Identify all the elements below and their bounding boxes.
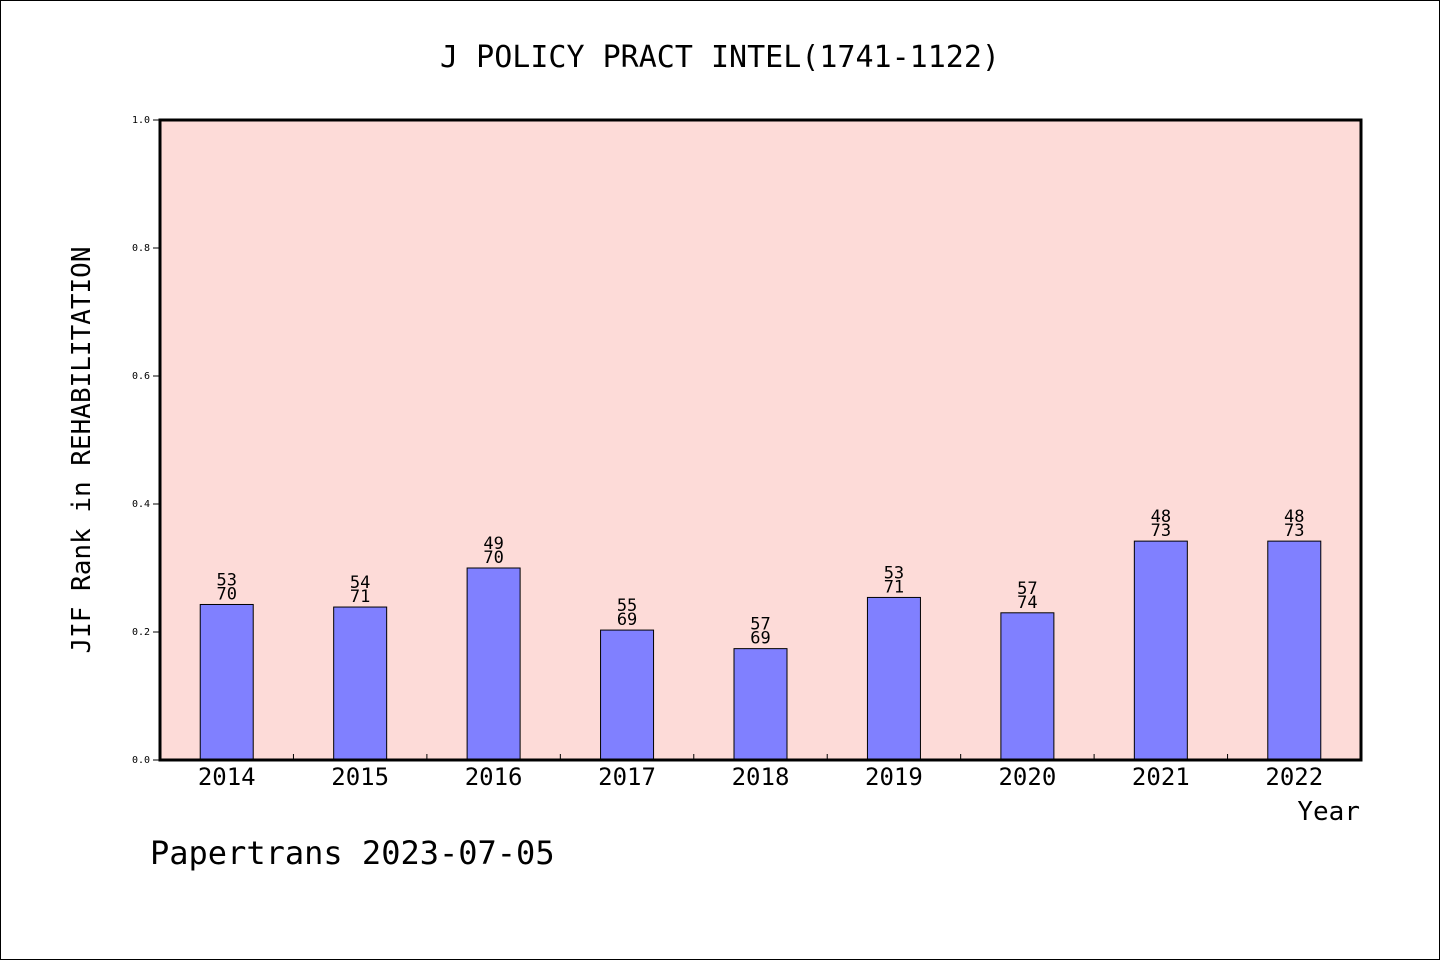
bar-2018	[733, 648, 788, 761]
bar-total-label: 73	[1151, 521, 1171, 541]
bar-rank-label: 53	[216, 570, 236, 590]
x-tick-label: 2015	[331, 763, 389, 791]
x-tick-label: 2022	[1265, 763, 1323, 791]
plot-border	[158, 118, 1363, 762]
bar-2016	[466, 567, 521, 761]
bar-total-label: 73	[1284, 521, 1304, 541]
x-tick-label: 2016	[465, 763, 523, 791]
bar-2019	[866, 596, 921, 761]
bar-total-label: 70	[216, 584, 236, 604]
bars-layer	[199, 540, 1322, 761]
bar-2022	[1267, 540, 1322, 761]
bar-rank-label: 57	[1017, 579, 1037, 599]
bar-rank-label: 48	[1284, 507, 1304, 527]
bar-rank-label: 54	[350, 573, 370, 593]
bar-total-label: 69	[617, 610, 637, 630]
bar-2017	[600, 629, 655, 761]
x-axis: 2014 2015 2016 2017 2018 2019 2020 2021 2022	[198, 754, 1323, 791]
footer-watermark: Papertrans 2023-07-05	[150, 834, 555, 872]
x-tick-label: 2019	[865, 763, 923, 791]
x-tick-label: 2014	[198, 763, 256, 791]
bar-rank-label: 57	[750, 615, 770, 635]
bar-rank-label: 53	[884, 563, 904, 583]
x-axis-label: Year	[1297, 797, 1360, 827]
x-tick-label: 2017	[598, 763, 656, 791]
x-tick-label: 2021	[1132, 763, 1190, 791]
x-tick-label: 2020	[998, 763, 1056, 791]
bar-total-label: 70	[483, 548, 503, 568]
bar-rank-label: 55	[617, 596, 637, 616]
y-tick-label: 0.6	[132, 371, 150, 382]
bar-total-label: 71	[350, 587, 370, 607]
bar-rank-label: 48	[1151, 507, 1171, 527]
y-axis: 0.0 0.2 0.4 0.6 0.8 1.0	[132, 115, 160, 766]
bar-rank-label: 49	[483, 534, 503, 554]
y-tick-label: 0.0	[132, 755, 150, 766]
bar-total-label: 74	[1017, 593, 1037, 613]
bar-total-label: 71	[884, 577, 904, 597]
bar-2021	[1133, 540, 1188, 761]
bar-total-label: 69	[750, 629, 770, 649]
y-tick-label: 0.8	[132, 243, 150, 254]
chart-title: J POLICY PRACT INTEL(1741-1122)	[440, 40, 1000, 75]
y-tick-label: 0.4	[132, 499, 150, 510]
y-tick-label: 0.2	[132, 627, 150, 638]
y-axis-label: JIF Rank in REHABILITATION	[67, 247, 97, 654]
bar-2020	[1000, 612, 1055, 761]
bar-2014	[199, 603, 254, 761]
bar-2015	[333, 606, 388, 761]
y-tick-label: 1.0	[132, 115, 150, 126]
x-tick-label: 2018	[732, 763, 790, 791]
